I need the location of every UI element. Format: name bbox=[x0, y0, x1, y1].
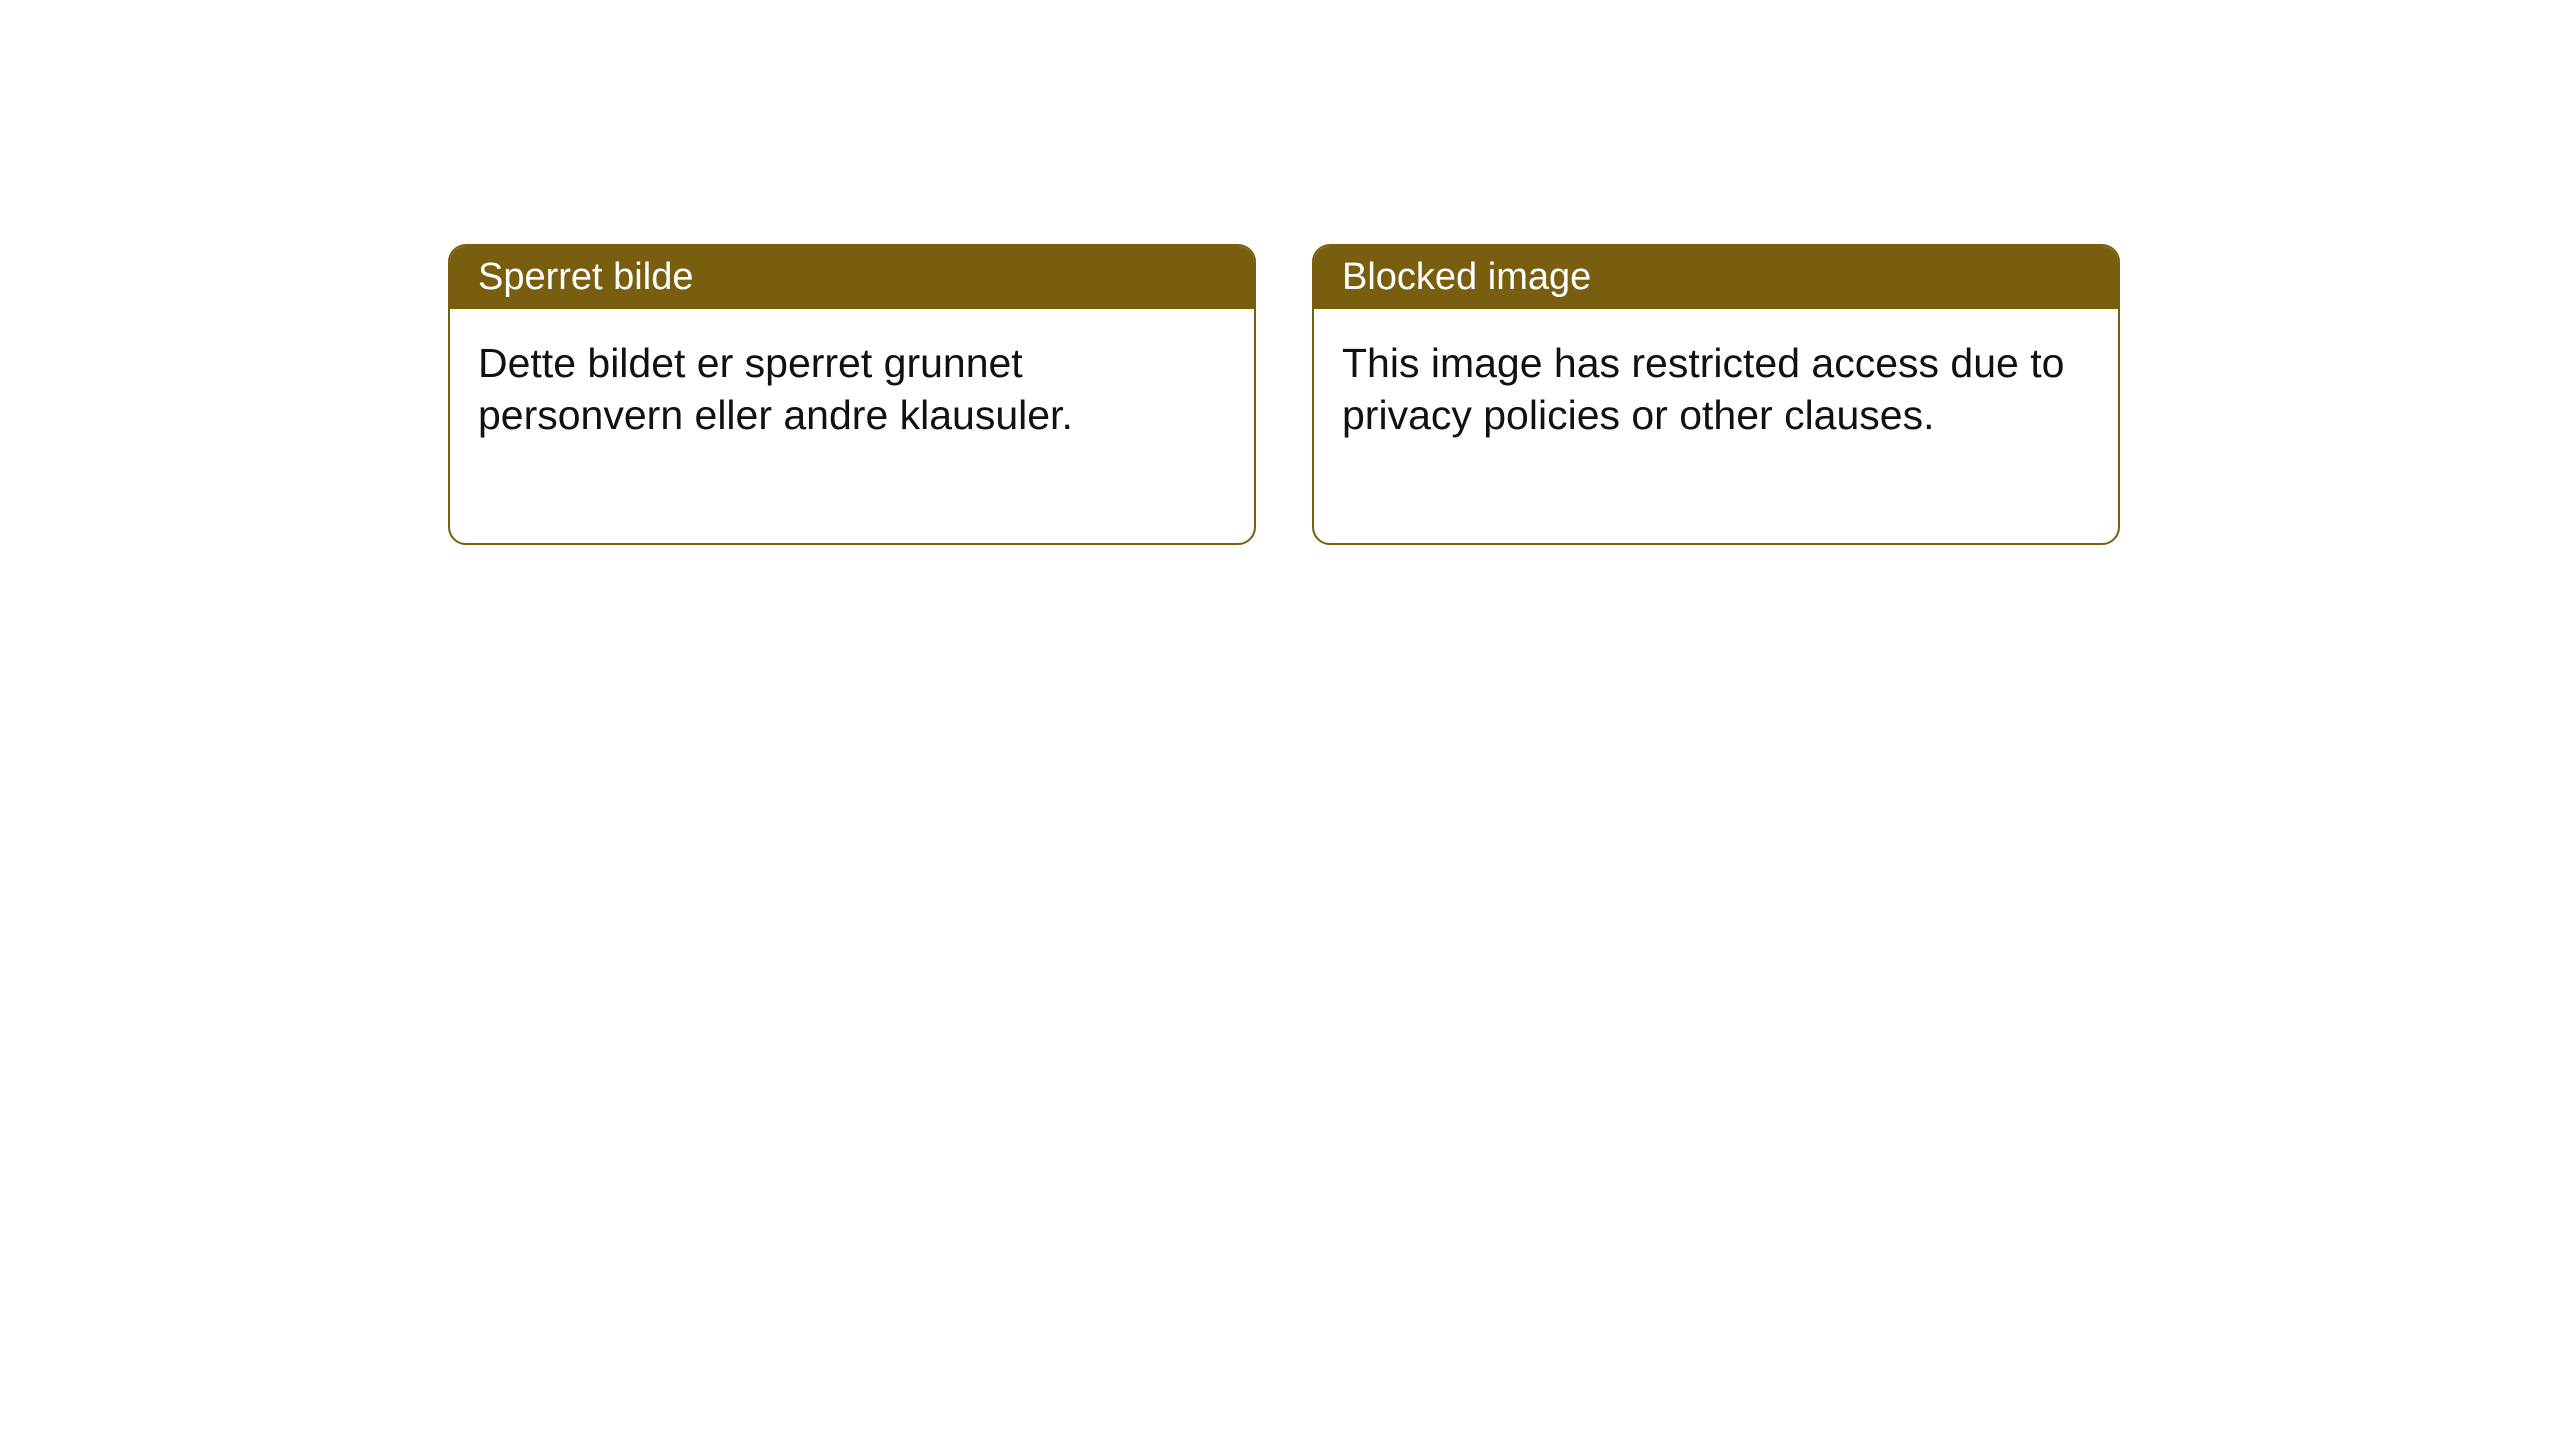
notice-header: Sperret bilde bbox=[450, 246, 1254, 309]
notice-card-norwegian: Sperret bilde Dette bildet er sperret gr… bbox=[448, 244, 1256, 545]
notice-body: This image has restricted access due to … bbox=[1314, 309, 2118, 543]
notice-card-english: Blocked image This image has restricted … bbox=[1312, 244, 2120, 545]
notice-text: This image has restricted access due to … bbox=[1342, 340, 2064, 438]
notice-container: Sperret bilde Dette bildet er sperret gr… bbox=[0, 0, 2560, 545]
notice-body: Dette bildet er sperret grunnet personve… bbox=[450, 309, 1254, 543]
notice-header: Blocked image bbox=[1314, 246, 2118, 309]
notice-text: Dette bildet er sperret grunnet personve… bbox=[478, 340, 1073, 438]
notice-title: Sperret bilde bbox=[478, 256, 693, 298]
notice-title: Blocked image bbox=[1342, 256, 1591, 298]
